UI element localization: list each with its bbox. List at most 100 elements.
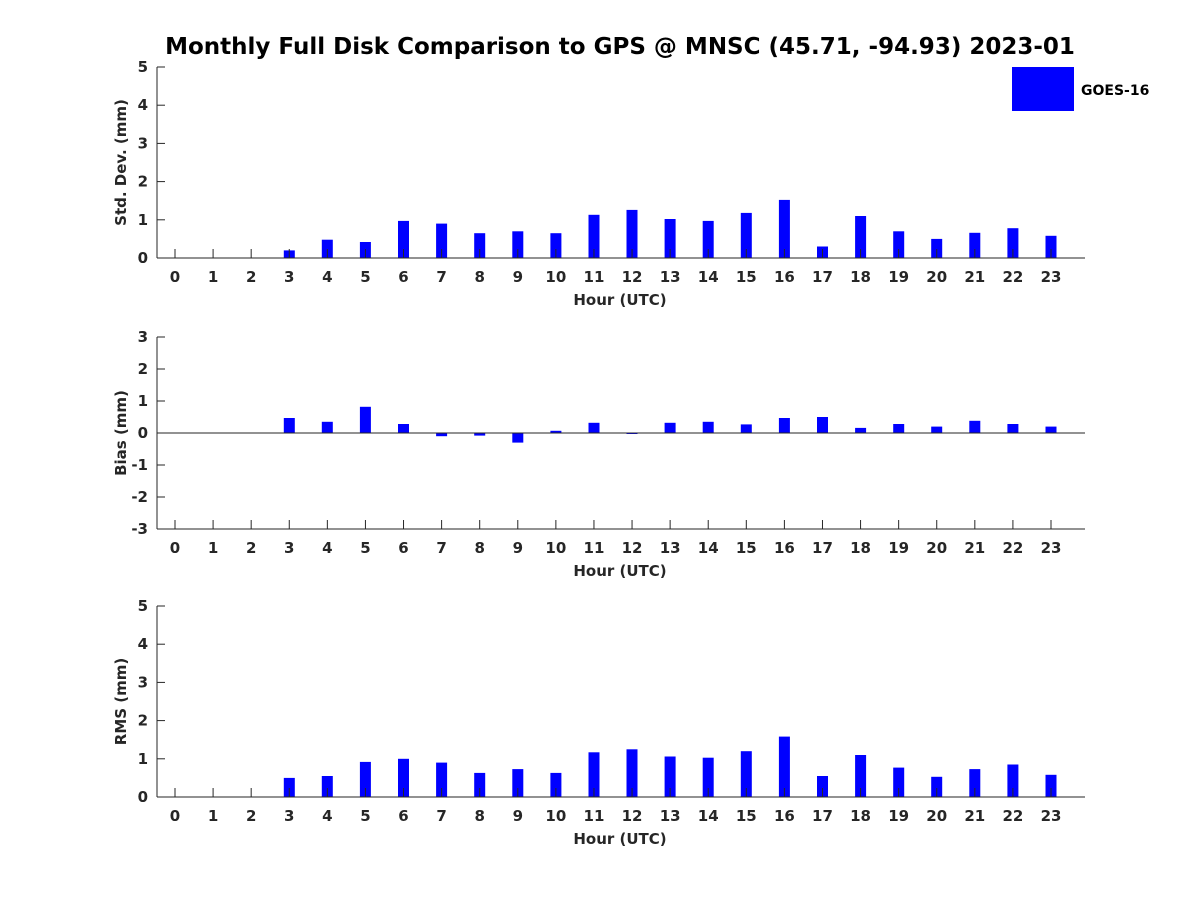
x-tick-label-stddev-12: 12 (622, 268, 643, 286)
bar-bias-hour-14 (702, 421, 714, 433)
bar-rms-hour-12 (626, 749, 638, 798)
x-tick-label-stddev-6: 6 (398, 268, 408, 286)
x-tick-label-stddev-16: 16 (774, 268, 795, 286)
x-tick-label-stddev-5: 5 (360, 268, 370, 286)
y-tick-label-bias-2: 2 (138, 360, 148, 378)
x-tick-label-bias-11: 11 (584, 539, 605, 557)
x-tick-label-rms-21: 21 (964, 807, 985, 825)
x-tick-label-bias-13: 13 (660, 539, 681, 557)
x-tick-label-bias-3: 3 (284, 539, 294, 557)
bar-bias-hour-13 (664, 422, 676, 433)
bar-rms-hour-10 (550, 772, 562, 797)
bar-bias-hour-5 (359, 406, 371, 433)
x-tick-label-rms-20: 20 (926, 807, 947, 825)
bar-stddev-hour-7 (436, 223, 448, 258)
bar-bias-hour-10 (550, 430, 562, 433)
x-tick-label-stddev-4: 4 (322, 268, 332, 286)
bar-rms-hour-18 (855, 755, 867, 797)
x-tick-label-rms-10: 10 (545, 807, 566, 825)
y-tick-label-rms-5: 5 (138, 597, 148, 615)
x-tick-label-bias-0: 0 (170, 539, 180, 557)
x-tick-label-bias-17: 17 (812, 539, 833, 557)
y-axis-label-stddev: Std. Dev. (mm) (112, 99, 130, 226)
x-tick-label-stddev-9: 9 (513, 268, 523, 286)
x-tick-label-rms-18: 18 (850, 807, 871, 825)
x-tick-label-bias-15: 15 (736, 539, 757, 557)
bar-bias-hour-16 (778, 418, 790, 433)
bar-bias-hour-19 (893, 424, 905, 433)
x-tick-label-stddev-19: 19 (888, 268, 909, 286)
y-tick-label-bias-1: 1 (138, 392, 148, 410)
x-axis-label-rms: Hour (UTC) (573, 830, 666, 848)
x-tick-label-bias-18: 18 (850, 539, 871, 557)
x-tick-label-rms-0: 0 (170, 807, 180, 825)
bar-rms-hour-14 (702, 757, 714, 797)
bar-stddev-hour-16 (778, 199, 790, 258)
x-tick-label-rms-3: 3 (284, 807, 294, 825)
x-tick-label-bias-16: 16 (774, 539, 795, 557)
bar-rms-hour-8 (474, 772, 486, 797)
bar-rms-hour-16 (778, 736, 790, 797)
x-tick-label-bias-4: 4 (322, 539, 332, 557)
y-tick-label-stddev-2: 2 (138, 173, 148, 191)
x-tick-label-rms-14: 14 (698, 807, 719, 825)
bar-rms-hour-5 (359, 761, 371, 797)
bar-rms-hour-21 (969, 769, 981, 797)
bar-stddev-hour-11 (588, 214, 600, 258)
bar-rms-hour-4 (321, 776, 333, 797)
x-tick-label-stddev-17: 17 (812, 268, 833, 286)
y-axis-label-rms: RMS (mm) (112, 658, 130, 745)
x-tick-label-bias-14: 14 (698, 539, 719, 557)
x-tick-label-rms-9: 9 (513, 807, 523, 825)
bar-stddev-hour-8 (474, 233, 486, 258)
x-axis-label-bias: Hour (UTC) (573, 562, 666, 580)
x-tick-label-bias-1: 1 (208, 539, 218, 557)
x-tick-label-bias-20: 20 (926, 539, 947, 557)
x-tick-label-rms-8: 8 (474, 807, 484, 825)
x-tick-label-rms-15: 15 (736, 807, 757, 825)
x-tick-label-stddev-3: 3 (284, 268, 294, 286)
bar-bias-hour-18 (855, 427, 867, 433)
x-tick-label-bias-22: 22 (1002, 539, 1023, 557)
x-tick-label-stddev-10: 10 (545, 268, 566, 286)
bar-stddev-hour-19 (893, 231, 905, 258)
chart-title: Monthly Full Disk Comparison to GPS @ MN… (165, 34, 1075, 60)
x-tick-label-stddev-23: 23 (1041, 268, 1062, 286)
bar-stddev-hour-22 (1007, 228, 1019, 258)
x-tick-label-stddev-7: 7 (436, 268, 446, 286)
x-tick-label-bias-8: 8 (474, 539, 484, 557)
bar-rms-hour-23 (1045, 774, 1057, 797)
bar-bias-hour-9 (512, 433, 524, 443)
y-tick-label-stddev-5: 5 (138, 58, 148, 76)
x-tick-label-bias-7: 7 (436, 539, 446, 557)
bar-bias-hour-17 (817, 417, 828, 433)
legend-swatch-goes16 (1012, 67, 1074, 111)
x-tick-label-bias-6: 6 (398, 539, 408, 557)
x-tick-label-bias-23: 23 (1041, 539, 1062, 557)
y-tick-label-bias-0: 0 (138, 424, 148, 442)
x-tick-label-rms-19: 19 (888, 807, 909, 825)
x-tick-label-rms-23: 23 (1041, 807, 1062, 825)
x-tick-label-rms-22: 22 (1002, 807, 1023, 825)
bar-rms-hour-15 (740, 751, 752, 797)
x-tick-label-rms-2: 2 (246, 807, 256, 825)
bar-rms-hour-7 (436, 762, 448, 797)
x-tick-label-stddev-14: 14 (698, 268, 719, 286)
y-tick-label-rms-4: 4 (138, 635, 148, 653)
y-tick-label-rms-2: 2 (138, 712, 148, 730)
bar-stddev-hour-12 (626, 209, 638, 258)
x-tick-label-rms-4: 4 (322, 807, 332, 825)
x-tick-label-rms-12: 12 (622, 807, 643, 825)
x-tick-label-stddev-20: 20 (926, 268, 947, 286)
x-tick-label-stddev-11: 11 (584, 268, 605, 286)
y-tick-label-bias--3: -3 (131, 520, 148, 538)
x-tick-label-rms-17: 17 (812, 807, 833, 825)
bar-bias-hour-7 (436, 433, 448, 437)
bar-bias-hour-20 (931, 426, 943, 433)
x-tick-label-bias-9: 9 (513, 539, 523, 557)
x-tick-label-rms-1: 1 (208, 807, 218, 825)
